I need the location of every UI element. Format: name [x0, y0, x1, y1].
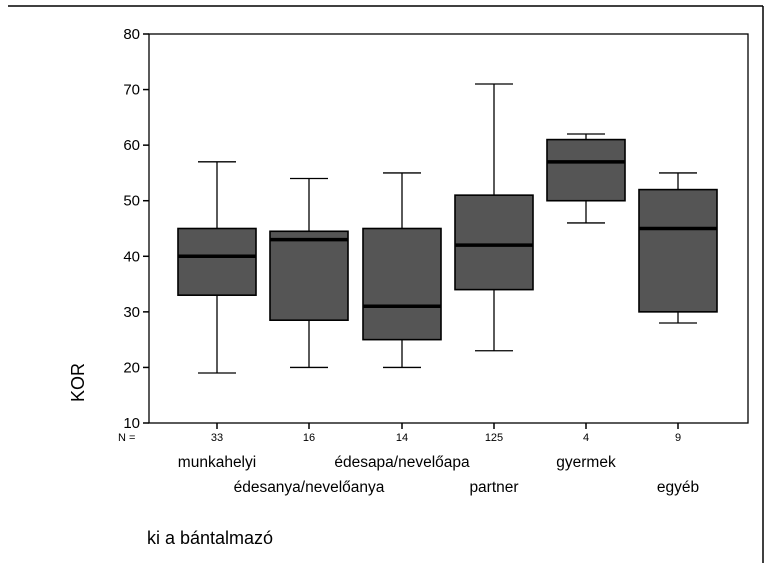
category-label: munkahelyi — [178, 454, 256, 471]
box-3 — [454, 83, 534, 352]
y-tick-label: 70 — [123, 82, 140, 99]
y-axis-title: KOR — [68, 363, 88, 402]
iqr-box — [546, 138, 626, 202]
category-label: partner — [469, 479, 518, 496]
y-tick-label: 10 — [123, 415, 140, 432]
y-axis: 10 20 30 40 50 60 70 80 — [123, 26, 149, 432]
category-labels: munkahelyi édesanya/nevelőanya édesapa/nev… — [178, 454, 699, 496]
n-count-row: N = 33 16 14 125 4 9 — [118, 423, 681, 444]
iqr-box — [454, 194, 534, 291]
iqr-box — [177, 227, 257, 296]
category-label: édesapa/nevelőapa — [334, 454, 470, 471]
y-tick-label: 50 — [123, 193, 140, 210]
y-tick-label: 20 — [123, 359, 140, 376]
n-count-label: 4 — [583, 432, 589, 444]
n-count-label: 16 — [303, 432, 315, 444]
n-count-label: 9 — [675, 432, 681, 444]
category-label: édesanya/nevelőanya — [234, 479, 385, 496]
n-count-label: 33 — [211, 432, 223, 444]
iqr-box — [269, 230, 349, 321]
n-prefix-label: N = — [118, 432, 135, 444]
category-label: gyermek — [556, 454, 616, 471]
box-0 — [177, 161, 257, 374]
y-tick-label: 60 — [123, 137, 140, 154]
plot-area — [148, 33, 749, 424]
box-series — [177, 83, 718, 374]
n-count-label: 14 — [396, 432, 408, 444]
y-tick-label: 30 — [123, 304, 140, 321]
category-label: egyéb — [657, 479, 699, 496]
iqr-box — [638, 188, 718, 313]
box-5 — [638, 172, 718, 324]
box-4 — [546, 133, 626, 224]
box-1 — [269, 177, 349, 369]
n-count-label: 125 — [485, 432, 503, 444]
x-axis-title: ki a bántalmazó — [147, 528, 273, 548]
iqr-box — [362, 227, 442, 341]
y-tick-label: 80 — [123, 26, 140, 43]
y-tick-label: 40 — [123, 248, 140, 265]
box-2 — [362, 172, 442, 369]
